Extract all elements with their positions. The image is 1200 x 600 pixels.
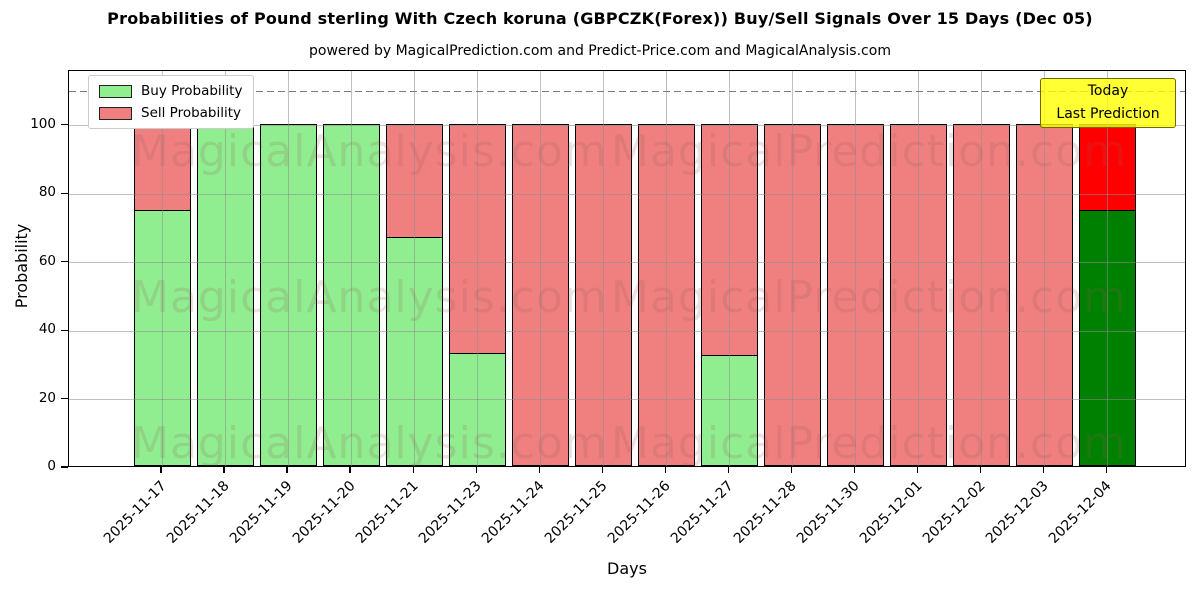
x-tick-mark [916, 467, 919, 473]
legend-label-sell: Sell Probability [141, 105, 242, 121]
y-tick-mark [61, 261, 68, 263]
gridline-h [69, 330, 1185, 332]
x-tick-mark [979, 467, 982, 473]
y-tick-mark [61, 124, 68, 126]
x-tick-label: 2025-11-23 [415, 478, 485, 547]
gridline-v [350, 71, 352, 466]
x-tick-label: 2025-11-27 [667, 478, 737, 547]
x-tick-mark [412, 467, 414, 473]
dashed-threshold-line [69, 90, 1185, 93]
plot-area: MagicalAnalysis.com MagicalPrediction.com… [68, 70, 1186, 467]
x-axis-label: Days [607, 559, 647, 578]
gridline-v [602, 71, 604, 466]
x-tick-label: 2025-11-18 [163, 478, 233, 547]
x-tick-label: 2025-11-24 [478, 478, 548, 547]
gridline-v [1043, 71, 1045, 466]
x-tick-mark [286, 467, 288, 473]
gridline-v [980, 71, 982, 466]
x-tick-label: 2025-12-04 [1045, 478, 1115, 547]
x-tick-mark [727, 467, 729, 473]
legend: Buy Probability Sell Probability [88, 75, 255, 129]
y-tick-label: 0 [47, 458, 56, 474]
y-tick-label: 80 [38, 184, 56, 201]
gridline-v [413, 71, 415, 466]
y-tick-mark [61, 329, 68, 331]
legend-swatch-buy [99, 84, 132, 98]
x-tick-mark [160, 467, 162, 473]
gridline-h [69, 125, 1185, 127]
x-tick-label: 2025-11-30 [793, 478, 863, 547]
gridline-v [476, 71, 478, 466]
watermark-text: MagicalPrediction.com [611, 272, 1127, 323]
x-tick-mark [1105, 467, 1108, 473]
y-tick-label: 60 [38, 252, 56, 269]
legend-item-buy: Buy Probability [99, 83, 242, 99]
gridline-v [917, 71, 919, 466]
watermark-text: MagicalAnalysis.com [131, 272, 608, 323]
y-tick-mark [61, 397, 68, 400]
gridline-v [728, 71, 730, 466]
x-tick-label: 2025-12-02 [919, 478, 989, 547]
gridline-v [791, 71, 793, 466]
gridline-v [287, 71, 289, 466]
x-tick-label: 2025-11-25 [541, 478, 611, 547]
chart-title: Probabilities of Pound sterling With Cze… [107, 9, 1093, 28]
gridline-h [69, 262, 1185, 264]
x-tick-label: 2025-11-28 [730, 478, 800, 547]
y-tick-mark [61, 466, 68, 468]
watermark-text: MagicalAnalysis.com [131, 126, 608, 177]
legend-item-sell: Sell Probability [99, 105, 242, 121]
y-tick-label: 20 [38, 389, 56, 406]
y-tick-label: 100 [30, 115, 56, 132]
gridline-v [665, 71, 667, 466]
x-tick-mark [664, 467, 666, 473]
gridline-v [161, 71, 163, 466]
x-tick-mark [349, 467, 351, 473]
watermark-text: MagicalPrediction.com [611, 418, 1127, 467]
x-tick-label: 2025-11-19 [226, 478, 296, 547]
y-tick-mark [61, 192, 68, 194]
x-tick-label: 2025-11-26 [604, 478, 674, 547]
x-tick-label: 2025-12-01 [856, 478, 926, 547]
x-tick-label: 2025-11-20 [289, 478, 359, 547]
x-tick-label: 2025-11-17 [100, 478, 170, 547]
legend-swatch-sell [99, 106, 132, 120]
x-tick-mark [475, 467, 477, 473]
x-tick-mark [538, 467, 540, 473]
x-tick-mark [853, 467, 856, 473]
today-annotation-line1: Today [1087, 83, 1129, 99]
gridline-v [539, 71, 541, 466]
legend-label-buy: Buy Probability [141, 83, 243, 99]
x-tick-mark [601, 467, 603, 473]
today-annotation-line2: Last Prediction [1056, 106, 1160, 122]
gridline-v [224, 71, 226, 466]
watermark-text: MagicalPrediction.com [611, 126, 1127, 177]
chart-subtitle: powered by MagicalPrediction.com and Pre… [309, 43, 891, 59]
x-tick-mark [223, 467, 225, 473]
gridline-v [1106, 71, 1108, 466]
gridline-h [69, 193, 1185, 195]
y-tick-label: 40 [38, 321, 56, 338]
gridline-v [854, 71, 856, 466]
x-tick-mark [790, 467, 792, 473]
today-annotation: Today Last Prediction [1040, 78, 1176, 128]
x-tick-label: 2025-11-21 [352, 478, 422, 547]
x-tick-mark [1042, 467, 1045, 473]
watermark-text: MagicalAnalysis.com [131, 418, 608, 467]
x-tick-label: 2025-12-03 [982, 478, 1052, 547]
gridline-h [69, 399, 1185, 401]
